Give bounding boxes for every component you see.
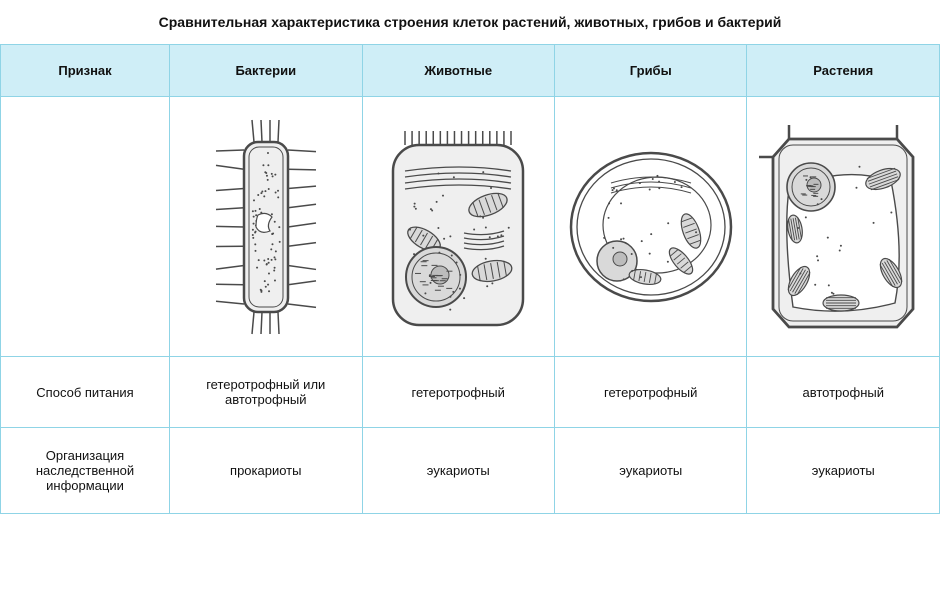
page-title: Сравнительная характеристика строения кл… [0,0,940,44]
img-empty [1,97,170,357]
row-org-fungi: эукариоты [554,428,746,514]
th-bacteria: Бактерии [170,45,362,97]
th-fungi: Грибы [554,45,746,97]
row-org-plants: эукариоты [747,428,940,514]
row-org-animals: эукариоты [362,428,554,514]
row-org-bacteria: прокариоты [170,428,362,514]
th-trait: Признак [1,45,170,97]
img-plants [747,97,940,357]
comparison-table: Признак Бактерии Животные Грибы Растения… [0,44,940,514]
row-nutrition-animals: гетеротрофный [362,357,554,428]
img-bacteria [170,97,362,357]
th-animals: Животные [362,45,554,97]
img-fungi [554,97,746,357]
th-plants: Растения [747,45,940,97]
row-org-label: Организация наследственной информации [1,428,170,514]
row-nutrition-plants: автотрофный [747,357,940,428]
row-nutrition-label: Способ питания [1,357,170,428]
img-animals [362,97,554,357]
row-nutrition-fungi: гетеротрофный [554,357,746,428]
row-nutrition-bacteria: гетеротрофный или автотрофный [170,357,362,428]
